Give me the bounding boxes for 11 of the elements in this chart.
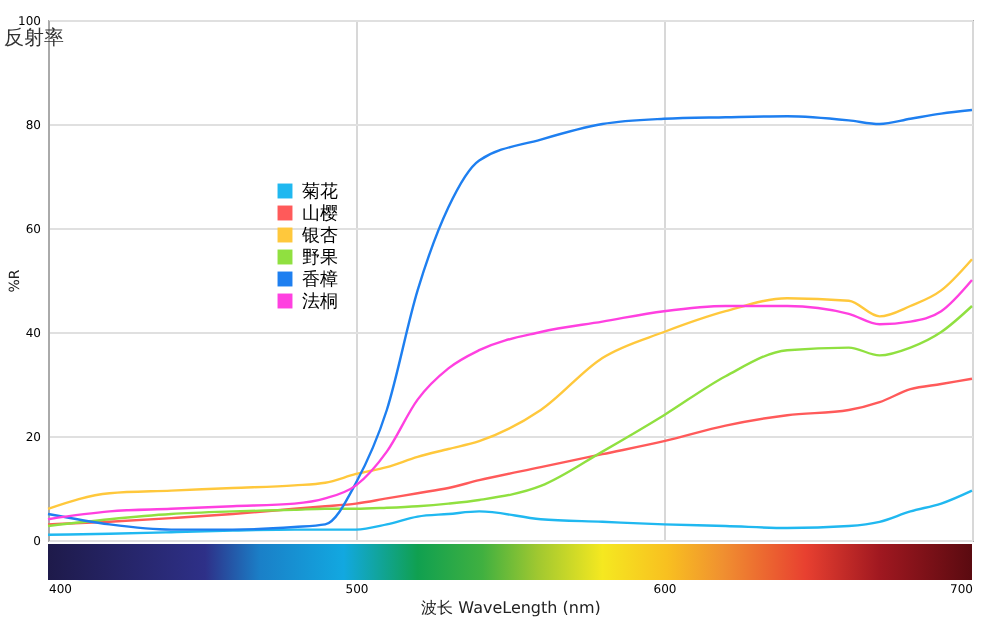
line-series	[46, 108, 974, 531]
legend-label: 菊花	[302, 181, 338, 203]
legend-label: 野果	[302, 247, 338, 269]
legend-label: 银杏	[300, 225, 338, 247]
line-series	[46, 489, 974, 536]
legend-label: 香樟	[302, 269, 338, 291]
legend-label: 山樱	[302, 203, 338, 225]
x-axis-title: 波长 WaveLength (nm)	[421, 599, 601, 617]
line-series	[46, 377, 974, 526]
legend-label: 法桐	[302, 291, 338, 313]
annotation: 反射率	[4, 26, 64, 52]
